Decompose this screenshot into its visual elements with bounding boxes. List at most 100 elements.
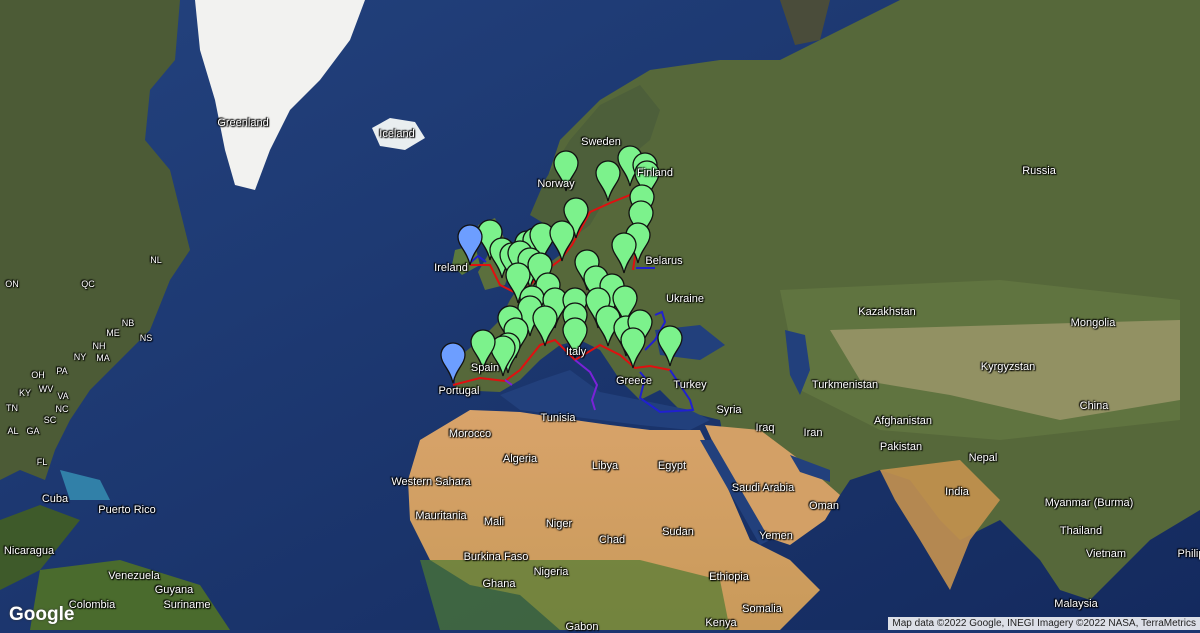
map-marker-visited[interactable]	[470, 329, 496, 371]
map-label: Iceland	[379, 128, 415, 140]
map-marker-home[interactable]	[440, 342, 466, 384]
route-line	[644, 310, 667, 351]
map-label: Kyrgyzstan	[980, 361, 1036, 373]
map-label: Turkey	[673, 379, 707, 391]
map-label: China	[1079, 400, 1109, 412]
map-marker-visited[interactable]	[611, 232, 637, 274]
map-label: Mauritania	[415, 510, 467, 522]
map-label: Spain	[470, 362, 500, 374]
map-marker-visited[interactable]	[505, 262, 531, 304]
map-label: KY	[18, 388, 32, 398]
map-label: Ireland	[434, 262, 468, 274]
map-marker-visited[interactable]	[563, 197, 589, 239]
map-marker-home[interactable]	[457, 224, 483, 266]
map-label: Saudi Arabia	[731, 482, 795, 494]
map-label: Western Sahara	[391, 476, 471, 488]
sea-red	[700, 440, 770, 545]
map-attribution[interactable]: Map data ©2022 Google, INEGI Imagery ©20…	[888, 617, 1200, 630]
map-label: Nicaragua	[3, 545, 55, 557]
map-label: Egypt	[657, 460, 687, 472]
map-label: Sudan	[662, 526, 694, 538]
map-label: Afghanistan	[873, 415, 933, 427]
map-label: Greece	[615, 375, 653, 387]
map-marker-visited[interactable]	[657, 325, 683, 367]
map-label: Algeria	[502, 453, 538, 465]
map-marker-visited[interactable]	[562, 317, 588, 359]
route-line	[452, 338, 671, 386]
map-label: Finland	[636, 167, 674, 179]
map-label: NS	[139, 333, 153, 343]
route-line	[638, 369, 695, 414]
map-label: Nigeria	[533, 566, 569, 578]
map-marker-visited[interactable]	[490, 335, 516, 377]
land-svalbard	[780, 0, 830, 45]
map-label: SC	[43, 415, 57, 425]
map-label: Gabon	[565, 621, 599, 633]
map-label: Morocco	[448, 428, 492, 440]
map-label: Greenland	[217, 117, 269, 129]
route-line	[574, 359, 599, 411]
map-label: Colombia	[68, 599, 116, 611]
map-label: MA	[96, 353, 110, 363]
route-line	[504, 379, 513, 386]
map-label: Turkmenistan	[811, 379, 879, 391]
map-label: Cuba	[41, 493, 69, 505]
map-label: Vietnam	[1085, 548, 1127, 560]
shallow-bahamas	[60, 470, 110, 500]
map-label: Syria	[716, 404, 742, 416]
map-label: Ghana	[482, 578, 516, 590]
map-label: Malaysia	[1054, 598, 1098, 610]
map-label: AL	[7, 426, 19, 436]
map-marker-visited[interactable]	[549, 220, 575, 262]
google-logo: Google	[9, 604, 75, 625]
map-marker-visited[interactable]	[553, 150, 579, 192]
map-marker-visited[interactable]	[628, 200, 654, 242]
map-label: QC	[81, 279, 95, 289]
map-label: Pakistan	[879, 441, 923, 453]
map-label: Burkina Faso	[463, 551, 529, 563]
land-iceland	[372, 118, 425, 150]
map-label: ON	[5, 279, 19, 289]
map-label: Russia	[1022, 165, 1056, 177]
map-marker-visited[interactable]	[532, 305, 558, 347]
map-label: Puerto Rico	[98, 504, 156, 516]
map-label: NB	[121, 318, 135, 328]
map-label: Suriname	[163, 599, 211, 611]
map-label: Mali	[483, 516, 505, 528]
land-sahel	[420, 560, 730, 630]
map-label: NL	[150, 255, 162, 265]
map-label: Belarus	[645, 255, 683, 267]
map-label: Iran	[803, 427, 823, 439]
map-label: Kazakhstan	[858, 306, 916, 318]
map-label: Niger	[545, 518, 573, 530]
map-label: Kenya	[705, 617, 737, 629]
map-label: Philip	[1177, 548, 1200, 560]
map-label: Ethiopia	[709, 571, 749, 583]
land-south-america	[30, 560, 230, 630]
map-marker-visited[interactable]	[634, 160, 660, 202]
map-label: NY	[73, 352, 87, 362]
map-label: Norway	[537, 178, 575, 190]
map-label: Portugal	[438, 385, 480, 397]
land-central-america	[0, 505, 80, 590]
map-label: Mongolia	[1070, 317, 1116, 329]
map-label: Guyana	[154, 584, 194, 596]
map-marker-visited[interactable]	[620, 327, 646, 369]
map-label: Chad	[598, 534, 626, 546]
land-steppe	[830, 320, 1180, 420]
map-marker-visited[interactable]	[612, 285, 638, 327]
land-india	[880, 460, 1000, 590]
map-marker-visited[interactable]	[529, 222, 555, 264]
sea-mediterranean	[500, 370, 710, 430]
map-label: OH	[31, 370, 45, 380]
map-label: Sweden	[581, 136, 621, 148]
map-label: Nepal	[968, 452, 998, 464]
map-label: Tunisia	[540, 412, 576, 424]
map-label: GA	[26, 426, 40, 436]
map-marker-visited[interactable]	[595, 160, 621, 202]
map-label: Italy	[565, 346, 587, 358]
land-north-america	[0, 0, 190, 480]
sea-gulf	[790, 455, 830, 482]
map-label: Yemen	[759, 530, 793, 542]
